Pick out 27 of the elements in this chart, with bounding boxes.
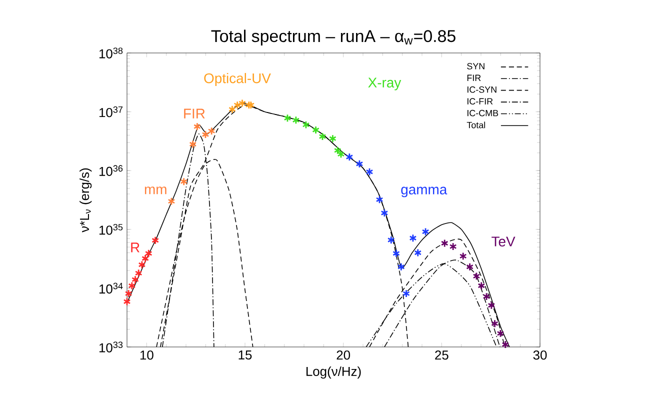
legend-label: IC-FIR [468,98,493,105]
y-tick-label: 10$^{36}$ [99,165,123,176]
x-tick-label: 15 [238,350,252,360]
series-label: R [131,242,140,252]
y-tick-label: 10$^{33}$ [99,342,123,352]
series-label: gamma [401,186,448,198]
x-tick-label: 10 [140,350,154,360]
series-label: TeV [492,236,516,246]
legend-label: IC-SYN [468,86,496,93]
series-label: FIR [184,108,205,118]
x-axis-title: Log(ν/Hz) [306,366,361,379]
legend-label: IC-CMB [468,110,498,116]
y-tick-label: 10$^{38}$ [99,48,123,58]
legend-label: SYN [467,63,484,70]
x-tick-label: 25 [435,350,448,360]
legend-label: FIR [467,74,481,81]
x-tick-label: 30 [533,350,547,360]
y-axis-title: ν*L$_{ν}$ (erg/s) [80,168,92,232]
chart-title: Total spectrum – runA – α$_{w}$=0.85 [211,30,456,46]
y-tick-label: 10$^{34}$ [99,282,123,294]
series-label: Optical-UV [204,72,271,86]
legend-label: Total [466,122,486,128]
text: X-ray [368,78,402,90]
series-label: mm [144,186,166,194]
x-tick-label: 20 [336,350,350,360]
y-tick-label: 10$^{35}$ [99,224,123,235]
y-tick-label: 10$^{37}$ [99,106,123,118]
